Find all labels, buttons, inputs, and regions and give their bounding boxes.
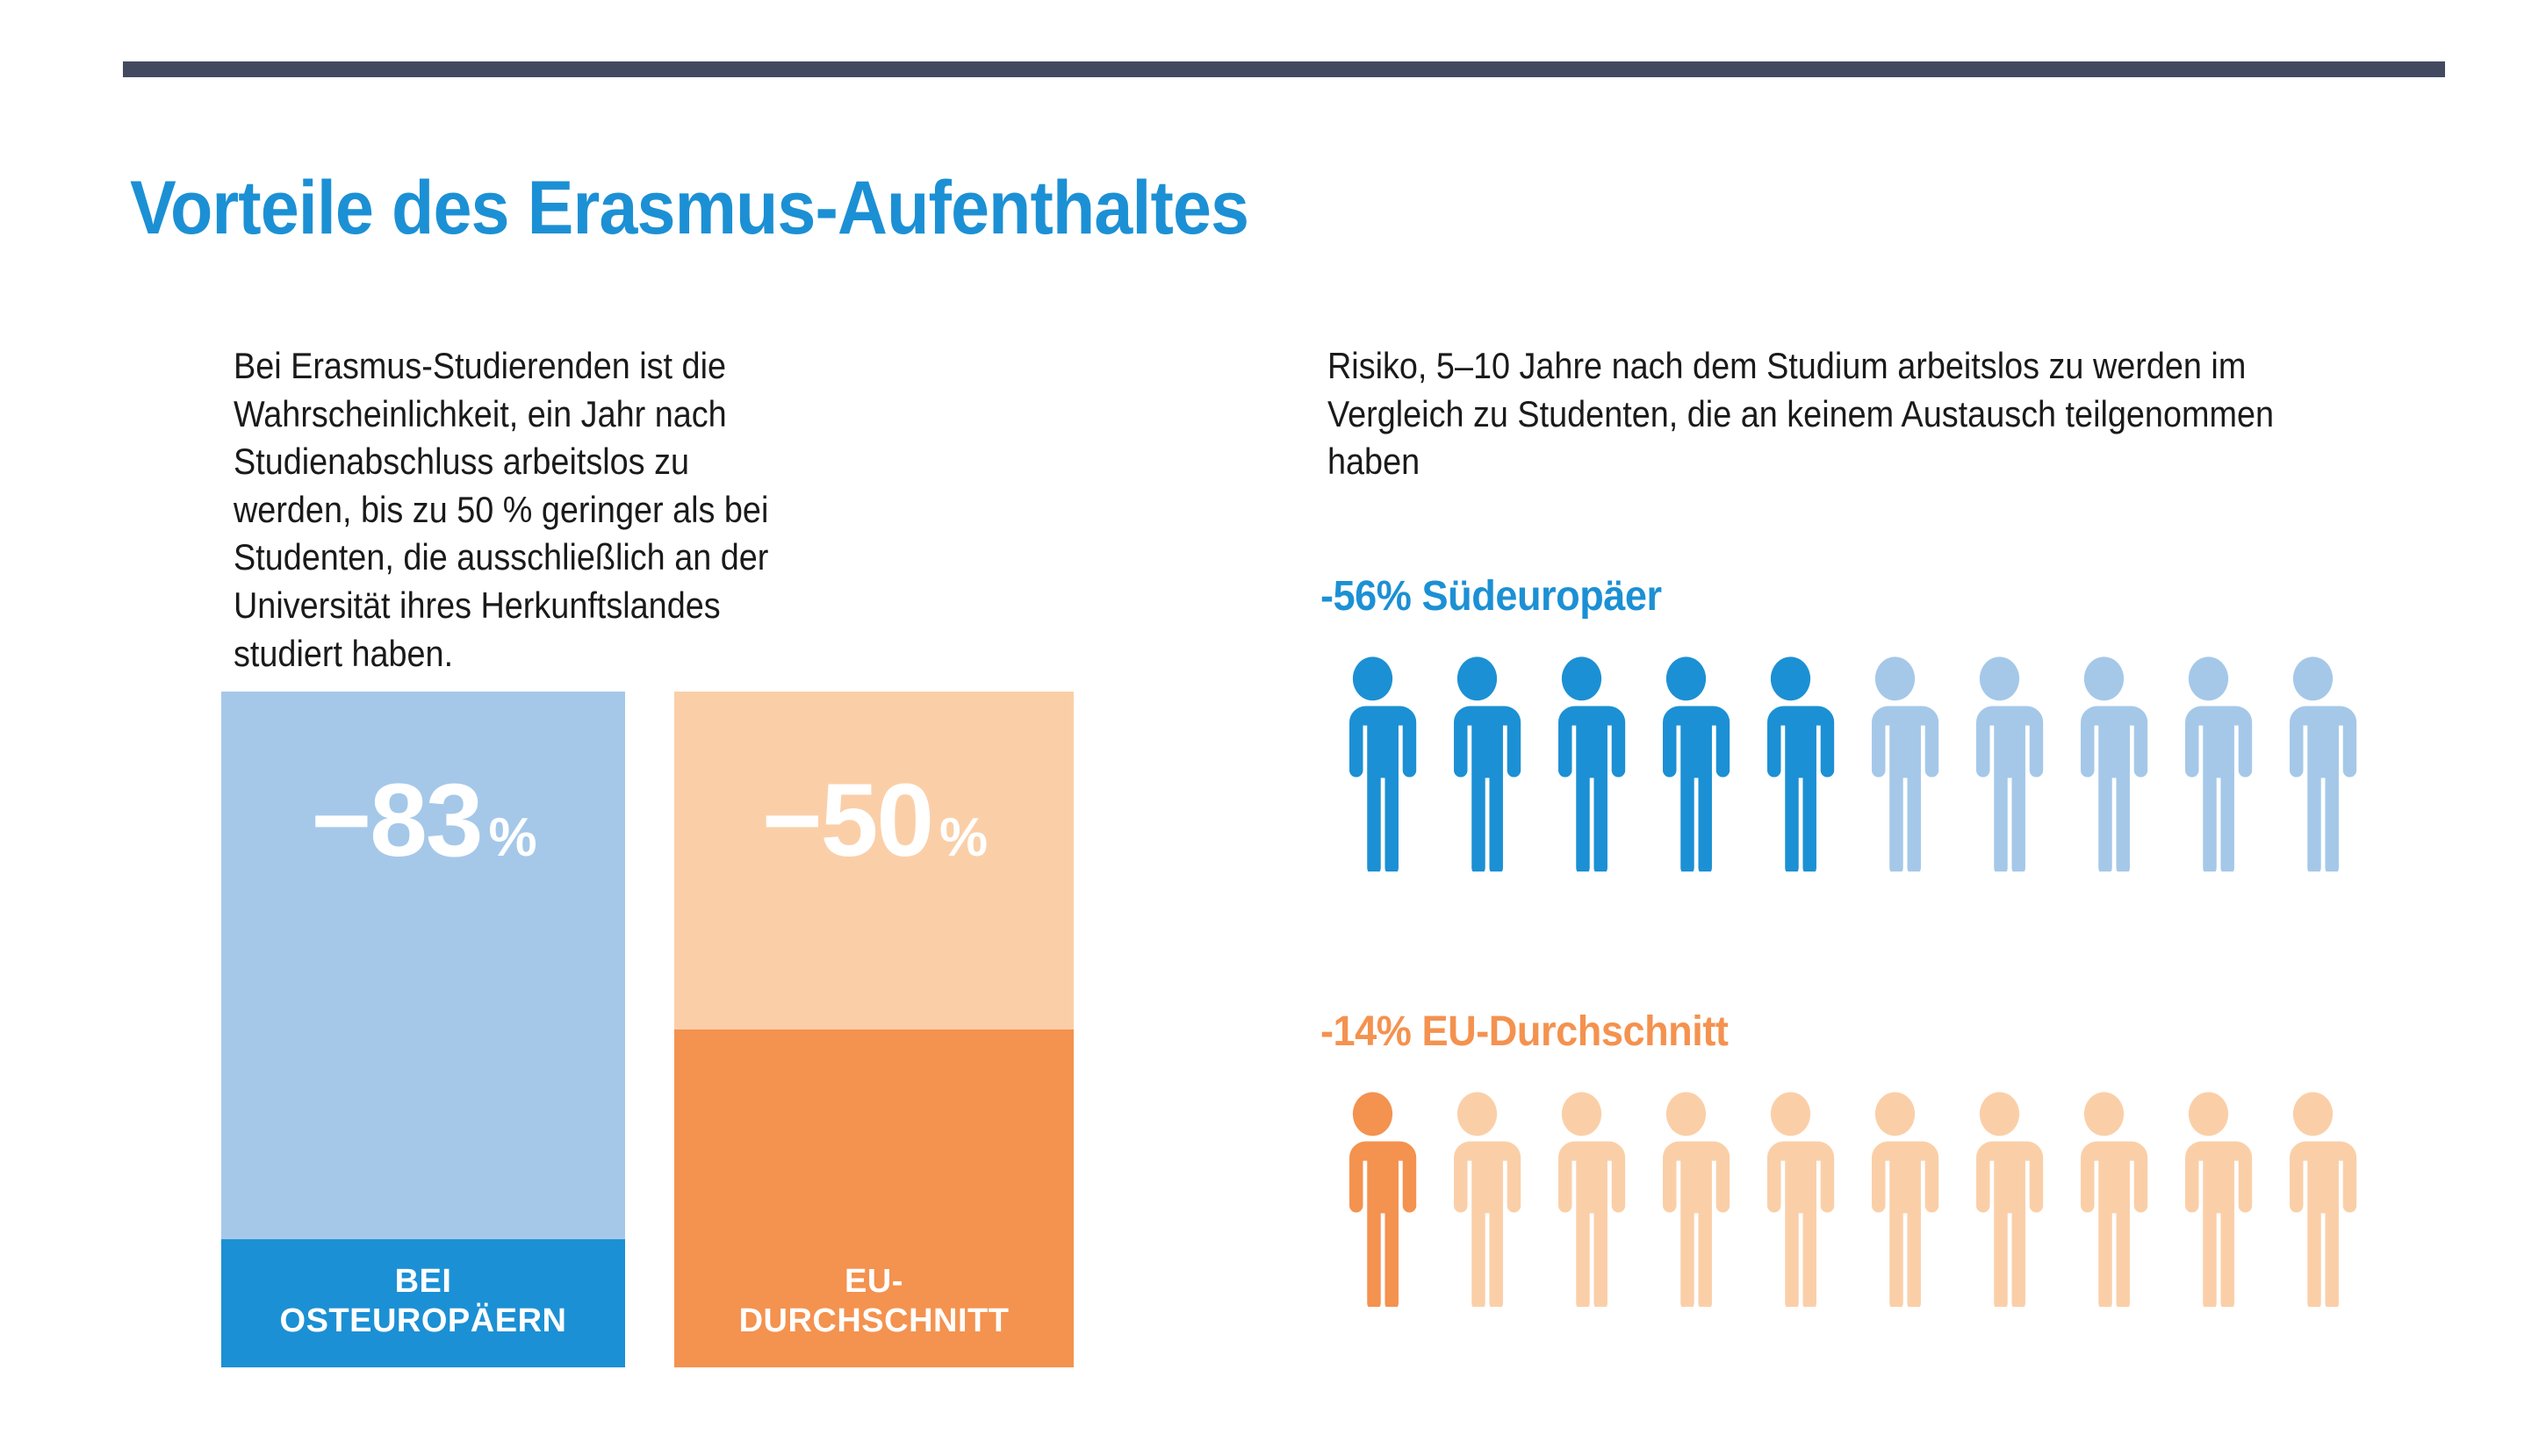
page-title: Vorteile des Erasmus-Aufenthaltes bbox=[130, 165, 1249, 250]
pictogram-heading: -14% EU-Durchschnitt bbox=[1320, 1008, 1729, 1055]
bar-caption: BEI OSTEUROPÄERN bbox=[221, 1262, 625, 1367]
bar-caption-line2: OSTEUROPÄERN bbox=[279, 1302, 567, 1340]
bar-value-unit: % bbox=[488, 807, 537, 868]
person-icon bbox=[1738, 1091, 1843, 1307]
bar-segment-dark: EU- DURCHSCHNITT bbox=[674, 1029, 1074, 1367]
bar-value-label: −50% bbox=[674, 769, 1074, 872]
person-icon bbox=[1320, 1091, 1425, 1307]
person-icon bbox=[1320, 656, 1425, 871]
person-icon bbox=[1843, 1091, 1947, 1307]
bar-caption-line2: DURCHSCHNITT bbox=[738, 1302, 1010, 1340]
bar-value-number: −83 bbox=[311, 763, 483, 879]
person-icon bbox=[1529, 1091, 1634, 1307]
bar-caption-line1: EU- bbox=[845, 1263, 903, 1301]
bar-segment-dark: BEI OSTEUROPÄERN bbox=[221, 1238, 625, 1367]
bar-column-osteuropaern: BEI OSTEUROPÄERN −83% bbox=[221, 692, 625, 1367]
person-icon bbox=[2052, 1091, 2156, 1307]
pictogram-group-suedeuropaeer: -56% Südeuropäer bbox=[1320, 572, 2365, 871]
person-icon bbox=[1425, 656, 1529, 871]
bar-caption: EU- DURCHSCHNITT bbox=[674, 1262, 1074, 1367]
pictogram-group-eu-durchschnitt: -14% EU-Durchschnitt bbox=[1320, 1008, 2365, 1307]
pictogram-heading: -56% Südeuropäer bbox=[1320, 573, 1662, 620]
bar-track: EU- DURCHSCHNITT bbox=[674, 692, 1074, 1367]
person-icon bbox=[1947, 656, 2052, 871]
bar-segment-light bbox=[674, 692, 1074, 1029]
top-rule-divider bbox=[123, 61, 2445, 77]
person-icon bbox=[1529, 656, 1634, 871]
person-icon bbox=[1947, 1091, 2052, 1307]
bar-value-label: −83% bbox=[221, 769, 625, 872]
person-icon bbox=[2261, 656, 2365, 871]
intro-paragraph-left: Bei Erasmus-Studierenden ist die Wahrsch… bbox=[234, 345, 769, 674]
pictogram-row bbox=[1320, 656, 2365, 871]
person-icon bbox=[1634, 656, 1738, 871]
person-icon bbox=[2156, 1091, 2261, 1307]
person-icon bbox=[2261, 1091, 2365, 1307]
bar-track: BEI OSTEUROPÄERN bbox=[221, 692, 625, 1367]
person-icon bbox=[2052, 656, 2156, 871]
bar-segment-light bbox=[221, 692, 625, 1239]
bar-value-number: −50 bbox=[761, 763, 934, 879]
person-icon bbox=[1425, 1091, 1529, 1307]
bar-column-eu-durchschnitt: EU- DURCHSCHNITT −50% bbox=[674, 692, 1074, 1367]
person-icon bbox=[2156, 656, 2261, 871]
bar-caption-line1: BEI bbox=[394, 1263, 452, 1301]
bar-chart: BEI OSTEUROPÄERN −83% EU- DURCHSCHNITT −… bbox=[221, 692, 1090, 1378]
person-icon bbox=[1738, 656, 1843, 871]
pictogram-row bbox=[1320, 1091, 2365, 1307]
bar-value-unit: % bbox=[939, 807, 988, 868]
person-icon bbox=[1843, 656, 1947, 871]
intro-paragraph-right: Risiko, 5–10 Jahre nach dem Studium arbe… bbox=[1327, 345, 2274, 483]
person-icon bbox=[1634, 1091, 1738, 1307]
